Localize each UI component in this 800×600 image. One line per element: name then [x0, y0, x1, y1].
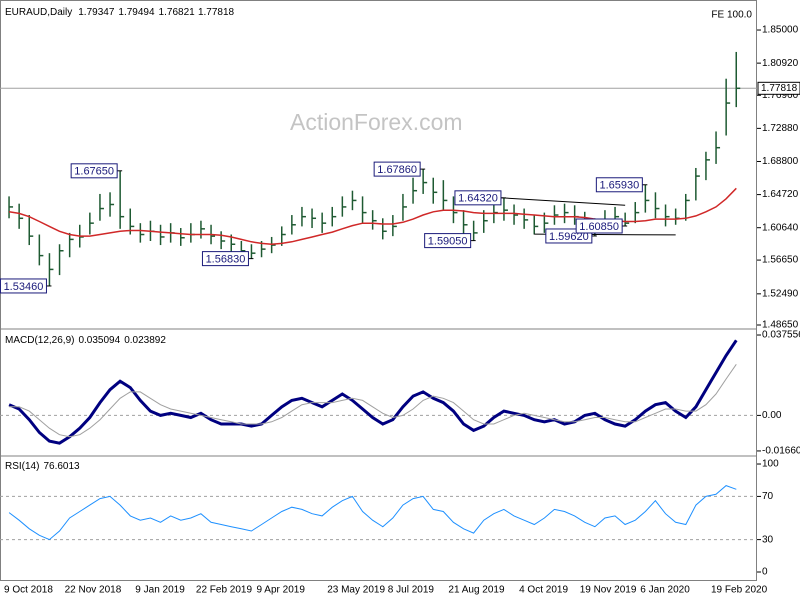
- annotation-box: [373, 161, 421, 177]
- macd-header: MACD(12,26,9) 0.035094 0.023892: [5, 335, 166, 346]
- y-tick-label: 1.85000: [762, 25, 799, 36]
- annotation-box: [201, 251, 249, 267]
- annotation-label: 1.53460: [4, 281, 44, 293]
- y-tick-label: 1.64720: [762, 189, 799, 200]
- annotation-label: 1.60850: [579, 221, 619, 233]
- close-value: 1.77818: [198, 7, 235, 18]
- open-value: 1.79347: [78, 7, 115, 18]
- annotation-box: [454, 190, 502, 206]
- watermark: ActionForex.com: [290, 109, 463, 135]
- y-tick-label: 70: [762, 491, 774, 502]
- rsi-line: [8, 485, 737, 541]
- annotation-box: [0, 278, 47, 294]
- y-tick-label: 1.72880: [762, 123, 799, 134]
- x-tick-label: 19 Nov 2019: [580, 585, 637, 596]
- signal-line: [9, 364, 737, 438]
- signal-value: 0.023892: [124, 335, 166, 346]
- y-tick-label: 0.037556: [762, 330, 800, 341]
- x-tick-label: 9 Oct 2018: [4, 585, 53, 596]
- annotation-box: [424, 233, 472, 249]
- annotation-label: 1.67650: [74, 166, 114, 178]
- y-tick-label: 1.48650: [762, 320, 799, 331]
- annotation-box: [70, 163, 118, 179]
- annotation-label: 1.59050: [428, 236, 468, 248]
- y-tick-label: 1.80920: [762, 58, 799, 69]
- x-tick-label: 22 Nov 2018: [65, 585, 122, 596]
- y-tick-label: 0.00: [762, 410, 782, 421]
- y-tick-label: 1.60640: [762, 222, 799, 233]
- rsi-title: RSI(14): [5, 461, 39, 472]
- y-tick-label: 1.76960: [762, 90, 799, 101]
- high-value: 1.79494: [118, 7, 155, 18]
- symbol: EURAUD,Daily: [5, 7, 72, 18]
- annotation-label: 1.64320: [458, 193, 498, 205]
- y-tick-label: 1.52490: [762, 288, 799, 299]
- x-tick-label: 21 Aug 2019: [448, 585, 505, 596]
- rsi-header: RSI(14) 76.6013: [5, 461, 80, 472]
- x-tick-label: 23 May 2019: [327, 585, 385, 596]
- annotation-label: 1.56830: [206, 254, 246, 266]
- macd-value: 0.035094: [78, 335, 120, 346]
- last-price-box: [757, 81, 800, 95]
- x-tick-label: 8 Jul 2019: [388, 585, 435, 596]
- y-tick-label: -0.016606: [762, 446, 800, 457]
- y-tick-label: 0: [762, 567, 768, 578]
- x-tick-label: 22 Feb 2019: [196, 585, 253, 596]
- annotation-box: [575, 218, 623, 234]
- last-price-label: 1.77818: [761, 83, 798, 94]
- annotation-label: 1.59620: [549, 231, 589, 243]
- corner-label: FE 100.0: [711, 10, 752, 21]
- x-tick-label: 4 Oct 2019: [519, 585, 568, 596]
- macd-line: [8, 339, 738, 445]
- annotation-label: 1.65930: [599, 180, 639, 192]
- plot-frame: [0, 0, 757, 581]
- y-tick-label: 1.68800: [762, 156, 799, 167]
- x-tick-label: 9 Apr 2019: [257, 585, 306, 596]
- annotation-label: 1.67860: [377, 164, 417, 176]
- x-tick-label: 19 Feb 2020: [711, 585, 768, 596]
- macd-title: MACD(12,26,9): [5, 335, 74, 346]
- rsi-value: 76.6013: [43, 461, 80, 472]
- x-tick-label: 9 Jan 2019: [135, 585, 185, 596]
- low-value: 1.76821: [159, 7, 196, 18]
- annotation-box: [595, 177, 643, 193]
- trendline: [483, 196, 626, 206]
- y-tick-label: 100: [762, 459, 779, 470]
- symbol-header: EURAUD,Daily 1.79347 1.79494 1.76821 1.77818: [5, 7, 235, 18]
- x-tick-label: 6 Jan 2020: [640, 585, 690, 596]
- y-tick-label: 30: [762, 534, 774, 545]
- y-tick-label: 1.56650: [762, 255, 799, 266]
